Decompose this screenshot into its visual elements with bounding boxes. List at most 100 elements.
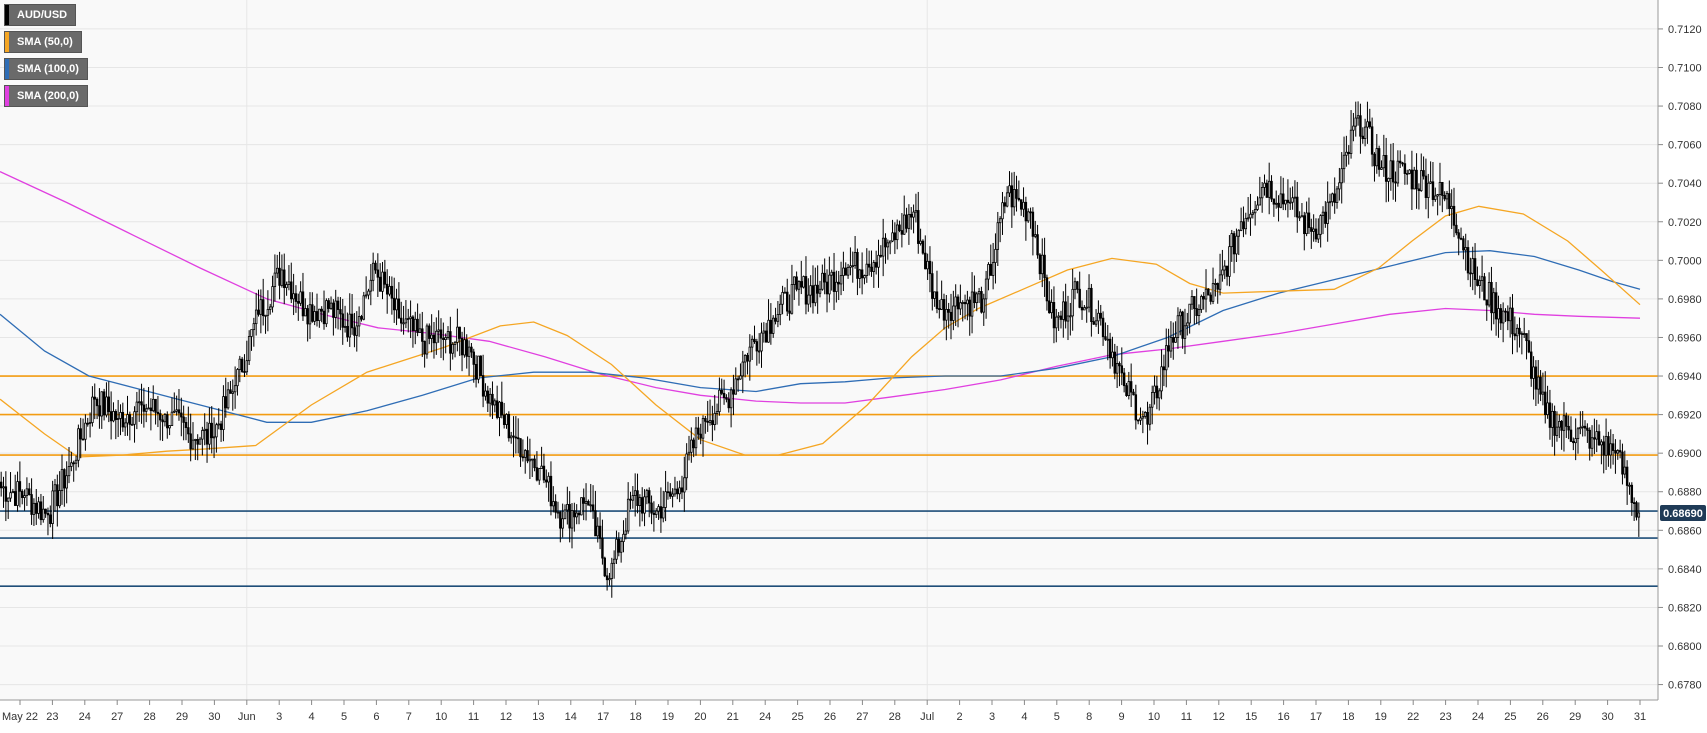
candle-bull [1345, 151, 1348, 156]
candle-bull [959, 302, 962, 310]
candle-bear [973, 291, 976, 304]
candle-bull [1139, 417, 1142, 421]
sma50-line [0, 205, 1641, 458]
candle-bear [1529, 351, 1533, 379]
candle-bull [1083, 307, 1086, 311]
y-tick-label: 0.6880 [1668, 487, 1702, 499]
candle-bull [493, 400, 497, 406]
candle-bear [374, 262, 377, 271]
candle-bull [655, 510, 658, 515]
candle-bear [1359, 115, 1362, 137]
candle-bull [16, 481, 19, 506]
candle-bear [949, 311, 953, 321]
candle-bull [1062, 301, 1065, 320]
candle-bull [835, 281, 838, 292]
candle-bull [1558, 420, 1561, 428]
candle-bear [332, 302, 335, 318]
candle-bull [1218, 274, 1222, 290]
candle-bear [121, 411, 125, 428]
candle-bull [715, 411, 719, 414]
candle-bear [102, 391, 106, 416]
candle-bear [549, 475, 553, 507]
y-tick-label: 0.6820 [1668, 602, 1702, 614]
candle-bear [804, 276, 808, 305]
candle-bull [760, 332, 763, 352]
candle-bull [1230, 233, 1233, 248]
candle-bull [170, 411, 174, 426]
candle-bull [1183, 325, 1187, 339]
candle-bear [1443, 195, 1446, 200]
x-tick-label: 6 [373, 711, 379, 723]
candle-bull [1169, 337, 1173, 352]
candle-bear [1370, 126, 1374, 155]
x-tick-label: 30 [208, 711, 220, 723]
candle-bull [1480, 276, 1484, 281]
candle-bear [1003, 202, 1007, 207]
candle-bull [1260, 187, 1264, 199]
candle-bull [388, 285, 391, 295]
candle-bull [1317, 233, 1320, 240]
candle-bear [290, 281, 293, 300]
candle-bear [893, 232, 897, 241]
candle-bear [1059, 315, 1063, 320]
candle-bull [673, 488, 677, 495]
candle-bear [353, 327, 356, 336]
candle-bull [994, 248, 997, 263]
candle-bear [301, 291, 305, 317]
candle-bull [1034, 234, 1037, 237]
candle-bull [1515, 327, 1519, 337]
candle-bear [1597, 431, 1601, 446]
legend-item-sma100[interactable]: SMA (100,0) [4, 58, 88, 80]
candle-bull [329, 302, 333, 309]
candle-bear [1333, 193, 1336, 203]
candle-bear [1277, 202, 1280, 208]
candle-bear [795, 276, 798, 290]
candle-bull [970, 291, 974, 317]
candle-bear [535, 467, 539, 481]
candle-bear [1080, 306, 1084, 311]
candle-bull [247, 336, 251, 362]
candle-bull [757, 350, 761, 353]
candle-bear [769, 319, 773, 334]
legend-item-sma200[interactable]: SMA (200,0) [4, 85, 88, 107]
candle-bull [830, 271, 833, 276]
candle-bull [1293, 196, 1297, 199]
legend-swatch [5, 86, 9, 106]
candle-bear [28, 488, 31, 495]
candle-bear [350, 313, 354, 329]
candle-bear [81, 438, 85, 441]
x-tick-label: 28 [143, 711, 155, 723]
candle-bull [954, 296, 957, 307]
candle-bear [327, 300, 330, 309]
candle-bull [1546, 402, 1549, 416]
candle-bull [53, 484, 57, 492]
candle-bull [70, 462, 73, 467]
candle-bear [390, 285, 394, 299]
candle-bull [1050, 302, 1053, 314]
candle-bull [1186, 322, 1189, 327]
candle-bear [507, 414, 511, 439]
x-tick-label: May 22 [2, 711, 38, 723]
candle-bull [846, 266, 850, 276]
candle-bull [940, 299, 943, 310]
candle-bear [1588, 429, 1591, 449]
legend-item-sma50[interactable]: SMA (50,0) [4, 31, 82, 53]
candle-bull [484, 390, 487, 397]
candle-bear [1303, 215, 1306, 235]
candle-bear [205, 428, 209, 445]
candle-bear [636, 490, 639, 506]
candle-bear [470, 346, 473, 353]
candle-bull [566, 504, 569, 511]
candle-bear [601, 537, 604, 559]
legend-item-audusd[interactable]: AUD/USD [4, 4, 77, 26]
candle-bull [222, 396, 225, 430]
candle-bull [718, 389, 721, 413]
candle-bull [133, 411, 136, 425]
candle-bear [844, 267, 847, 276]
legend-swatch [5, 32, 9, 52]
x-tick-label: 7 [406, 711, 412, 723]
candle-bear [1534, 366, 1538, 390]
candle-bear [423, 340, 426, 355]
candle-bear [439, 329, 443, 339]
candle-bear [491, 393, 494, 406]
